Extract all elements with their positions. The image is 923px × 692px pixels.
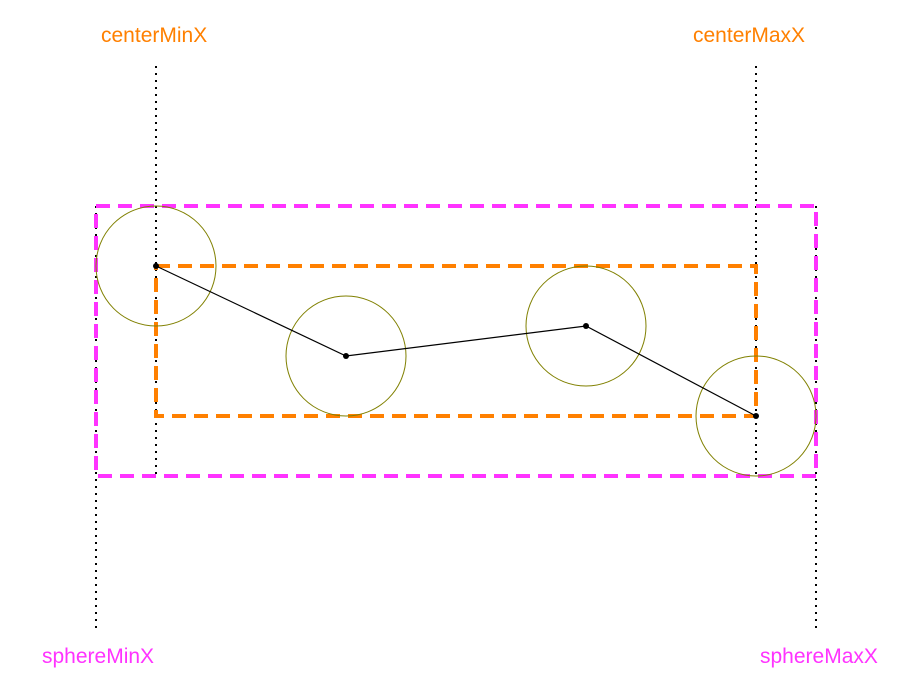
center-point-2 [343,353,349,359]
sphere-3 [525,265,647,387]
center-point-1 [153,263,159,269]
center-point-3 [583,323,589,329]
center-point-4 [753,413,759,419]
sphere-2 [285,295,407,417]
center-max-x-label: centerMaxX [693,24,806,47]
sphere-bounds-box [94,204,818,478]
sphere-4 [695,355,817,477]
center-bounds-box [154,264,758,418]
sphere-1 [95,205,217,327]
center-min-x-label: centerMinX [101,24,208,47]
center-path [155,265,757,417]
sphere-min-x-label: sphereMinX [42,645,155,668]
sphere-max-x-label: sphereMaxX [760,645,878,668]
